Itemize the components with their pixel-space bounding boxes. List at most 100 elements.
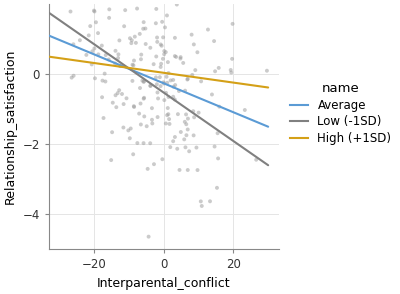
Point xyxy=(205,27,211,32)
Point xyxy=(147,84,154,88)
Point xyxy=(141,114,148,119)
Point xyxy=(158,61,164,66)
X-axis label: Interparental_conflict: Interparental_conflict xyxy=(97,277,231,290)
Point xyxy=(102,71,108,76)
Point xyxy=(158,65,164,69)
Point xyxy=(122,8,128,13)
Point xyxy=(137,86,143,90)
Point xyxy=(154,82,160,87)
Point xyxy=(153,6,160,11)
Point xyxy=(91,46,98,51)
Point xyxy=(161,52,167,57)
Point xyxy=(99,78,106,83)
Point xyxy=(130,152,136,157)
Point xyxy=(193,145,200,150)
Point xyxy=(184,76,191,81)
Point xyxy=(131,104,137,108)
Point xyxy=(176,168,183,172)
Point xyxy=(110,100,116,105)
Point xyxy=(99,43,105,48)
Point xyxy=(163,91,169,95)
Point xyxy=(153,54,160,59)
Point xyxy=(164,106,171,110)
Point xyxy=(211,144,218,149)
Point xyxy=(166,122,173,126)
Point xyxy=(147,141,154,146)
Point xyxy=(140,80,147,84)
Point xyxy=(161,49,168,54)
Point xyxy=(180,61,186,65)
Point xyxy=(172,135,178,139)
Point xyxy=(214,186,220,190)
Point xyxy=(158,44,165,48)
Point xyxy=(253,157,259,162)
Point xyxy=(149,121,156,126)
Point xyxy=(112,49,119,53)
Point xyxy=(121,24,127,29)
Point xyxy=(183,133,190,138)
Point xyxy=(165,112,172,116)
Point xyxy=(115,52,122,57)
Point xyxy=(141,79,147,84)
Point xyxy=(139,78,146,83)
Point xyxy=(190,133,197,138)
Point xyxy=(189,73,196,77)
Point xyxy=(136,31,143,36)
Point xyxy=(140,26,146,31)
Point xyxy=(170,84,177,89)
Point xyxy=(184,168,191,172)
Point xyxy=(160,80,167,85)
Point xyxy=(242,108,248,112)
Point xyxy=(129,62,136,67)
Point xyxy=(198,79,204,84)
Point xyxy=(154,90,161,95)
Point xyxy=(207,199,213,204)
Point xyxy=(112,93,119,98)
Point xyxy=(140,141,147,146)
Point xyxy=(188,32,195,37)
Point xyxy=(144,166,151,171)
Point xyxy=(198,204,205,208)
Point xyxy=(136,111,142,116)
Point xyxy=(133,41,139,45)
Point xyxy=(91,8,97,13)
Point xyxy=(174,2,180,7)
Point xyxy=(116,63,123,68)
Point xyxy=(181,137,188,142)
Point xyxy=(191,42,197,47)
Point xyxy=(163,121,169,126)
Point xyxy=(183,122,190,127)
Point xyxy=(95,52,102,57)
Point xyxy=(116,38,122,43)
Point xyxy=(120,125,126,130)
Point xyxy=(186,149,192,154)
Point xyxy=(191,115,197,120)
Point xyxy=(129,38,135,43)
Point xyxy=(212,69,218,74)
Point xyxy=(154,35,160,40)
Point xyxy=(158,42,164,47)
Point xyxy=(182,88,188,93)
Point xyxy=(165,71,172,75)
Point xyxy=(138,122,144,127)
Point xyxy=(151,162,157,166)
Point xyxy=(106,7,112,12)
Point xyxy=(95,31,101,36)
Point xyxy=(184,127,191,132)
Point xyxy=(162,25,168,30)
Point xyxy=(172,83,178,87)
Point xyxy=(102,53,109,57)
Point xyxy=(153,75,159,80)
Point xyxy=(161,81,167,86)
Point xyxy=(127,136,133,141)
Point xyxy=(149,106,155,111)
Point xyxy=(229,56,235,61)
Point xyxy=(160,56,166,61)
Point xyxy=(70,74,77,78)
Point xyxy=(173,55,179,59)
Point xyxy=(176,89,182,93)
Point xyxy=(106,16,112,20)
Point xyxy=(182,145,189,150)
Point xyxy=(131,105,137,109)
Legend: Average, Low (-1SD), High (+1SD): Average, Low (-1SD), High (+1SD) xyxy=(287,79,395,148)
